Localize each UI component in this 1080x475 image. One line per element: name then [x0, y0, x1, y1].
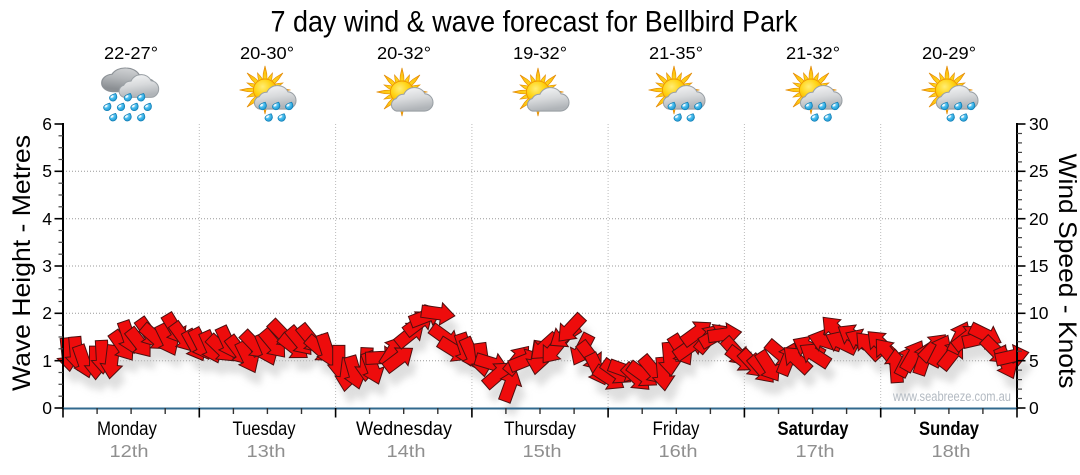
- svg-text:20-30°: 20-30°: [240, 43, 294, 63]
- svg-text:20-32°: 20-32°: [377, 43, 431, 63]
- svg-text:30: 30: [1029, 114, 1049, 134]
- svg-text:0: 0: [1029, 398, 1039, 418]
- svg-text:20-29°: 20-29°: [922, 43, 976, 63]
- svg-text:5: 5: [42, 161, 52, 181]
- svg-text:13th: 13th: [247, 441, 286, 461]
- svg-text:22-27°: 22-27°: [104, 43, 158, 63]
- svg-text:20: 20: [1029, 209, 1049, 229]
- svg-text:16th: 16th: [659, 441, 698, 461]
- svg-text:25: 25: [1029, 161, 1048, 181]
- svg-text:12th: 12th: [110, 441, 149, 461]
- svg-text:15th: 15th: [523, 441, 562, 461]
- svg-text:6: 6: [42, 114, 52, 134]
- svg-text:19-32°: 19-32°: [513, 43, 567, 63]
- svg-text:www.seabreeze.com.au: www.seabreeze.com.au: [892, 389, 1011, 404]
- svg-text:10: 10: [1029, 303, 1049, 323]
- svg-text:21-35°: 21-35°: [649, 43, 703, 63]
- svg-text:Wave Height - Metres: Wave Height - Metres: [8, 135, 36, 391]
- svg-text:17th: 17th: [796, 441, 835, 461]
- svg-text:18th: 18th: [932, 441, 971, 461]
- svg-text:2: 2: [42, 303, 52, 323]
- svg-text:1: 1: [42, 351, 52, 371]
- svg-text:Tuesday: Tuesday: [233, 419, 296, 440]
- svg-text:Wednesday: Wednesday: [356, 419, 452, 440]
- svg-text:Wind Speed - Knots: Wind Speed - Knots: [1053, 154, 1080, 389]
- svg-text:Thursday: Thursday: [504, 419, 576, 440]
- svg-text:Saturday: Saturday: [778, 419, 849, 440]
- svg-text:3: 3: [42, 256, 52, 276]
- svg-text:14th: 14th: [387, 441, 426, 461]
- svg-text:15: 15: [1029, 256, 1048, 276]
- svg-text:7 day wind & wave forecast for: 7 day wind & wave forecast for Bellbird …: [271, 6, 799, 39]
- svg-text:5: 5: [1029, 351, 1039, 371]
- svg-text:4: 4: [42, 209, 52, 229]
- svg-text:Monday: Monday: [97, 419, 157, 440]
- svg-text:21-32°: 21-32°: [786, 43, 840, 63]
- svg-text:0: 0: [42, 398, 52, 418]
- svg-text:Sunday: Sunday: [919, 419, 979, 440]
- svg-text:Friday: Friday: [653, 419, 700, 440]
